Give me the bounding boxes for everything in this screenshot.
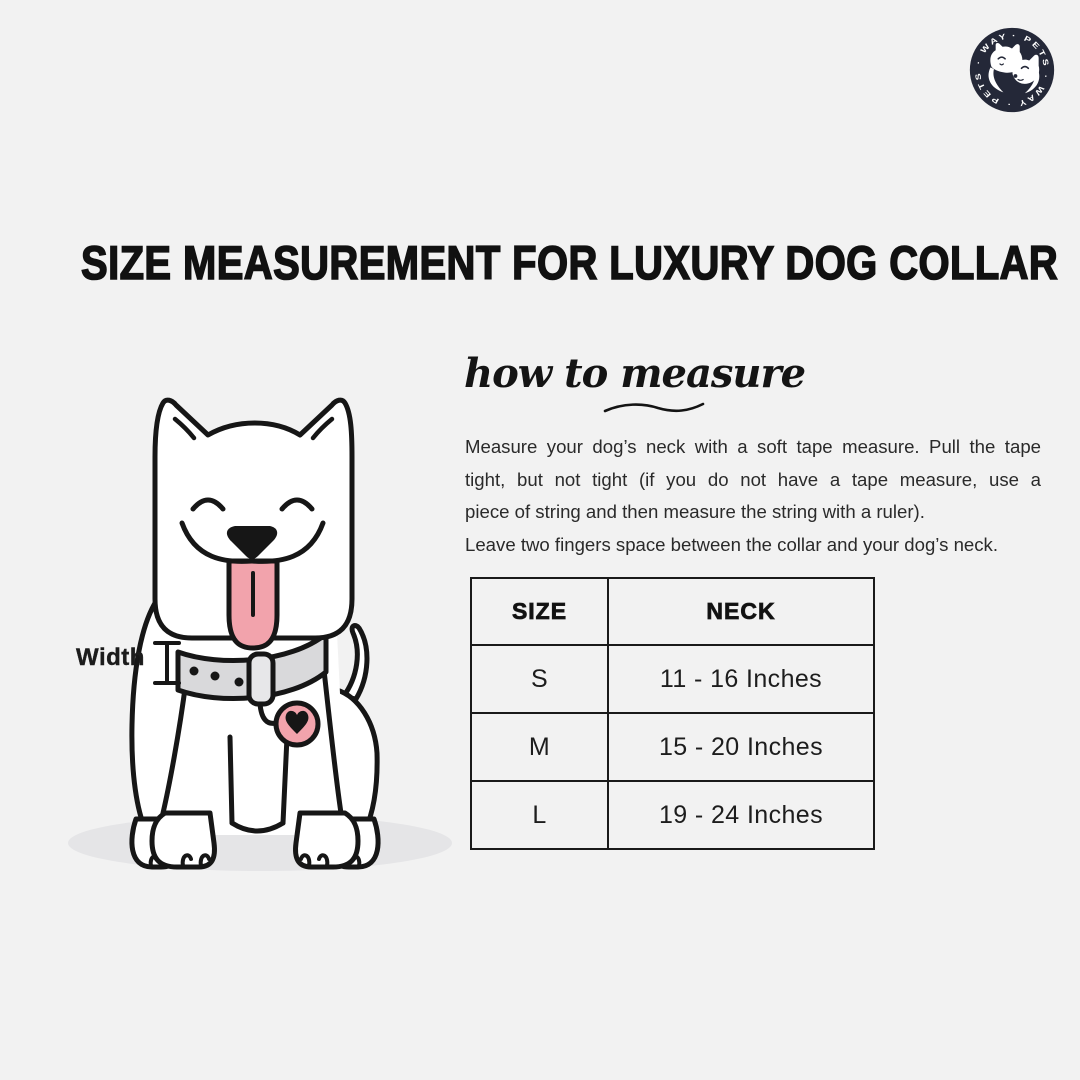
table-row: M 15 - 20 Inches (470, 712, 875, 782)
table-header-row: SIZE NECK (470, 577, 875, 646)
column-header-size: SIZE (470, 577, 609, 646)
page-title: SIZE MEASUREMENT FOR LUXURY DOG COLLAR (80, 236, 1059, 289)
neck-cell: 15 - 20 Inches (607, 712, 875, 782)
size-cell: L (470, 780, 609, 850)
neck-cell: 19 - 24 Inches (607, 780, 875, 850)
table-row: S 11 - 16 Inches (470, 644, 875, 714)
nose (226, 526, 278, 559)
table-row: L 19 - 24 Inches (470, 780, 875, 850)
collar-band (175, 631, 329, 748)
column-header-neck: NECK (607, 577, 875, 646)
instruction-text-line: tight, but not tight (if you do not have… (465, 468, 1041, 490)
instruction-text-line: Measure your dog’s neck with a soft tape… (465, 436, 1041, 457)
instruction-text-line: Leave two fingers space between the coll… (465, 533, 999, 555)
heart-icon (285, 710, 309, 734)
width-ibeam-marker (153, 641, 181, 685)
size-cell: S (470, 644, 609, 714)
tail (340, 623, 370, 702)
brand-logo-icon: · PETS · WAY · PETS · WAY (969, 27, 1055, 113)
section-heading: how to measure (464, 350, 806, 397)
heading-underline-squiggle (603, 402, 705, 413)
instructions-paragraph: Measure your dog’s neck with a soft tape… (465, 431, 1041, 561)
right-eye (279, 497, 315, 512)
size-cell: M (470, 712, 609, 782)
dog-illustration (68, 397, 452, 871)
dog-head (152, 397, 355, 651)
width-label: Width (76, 644, 145, 671)
neck-cell: 11 - 16 Inches (607, 644, 875, 714)
instruction-text-line: piece of string and then measure the str… (465, 501, 925, 523)
size-chart-table: SIZE NECK S 11 - 16 Inches M 15 - 20 Inc… (470, 577, 875, 850)
cat-dog-emblem-icon (988, 43, 1040, 94)
left-eye (190, 497, 226, 512)
collar-buckle (246, 651, 276, 707)
